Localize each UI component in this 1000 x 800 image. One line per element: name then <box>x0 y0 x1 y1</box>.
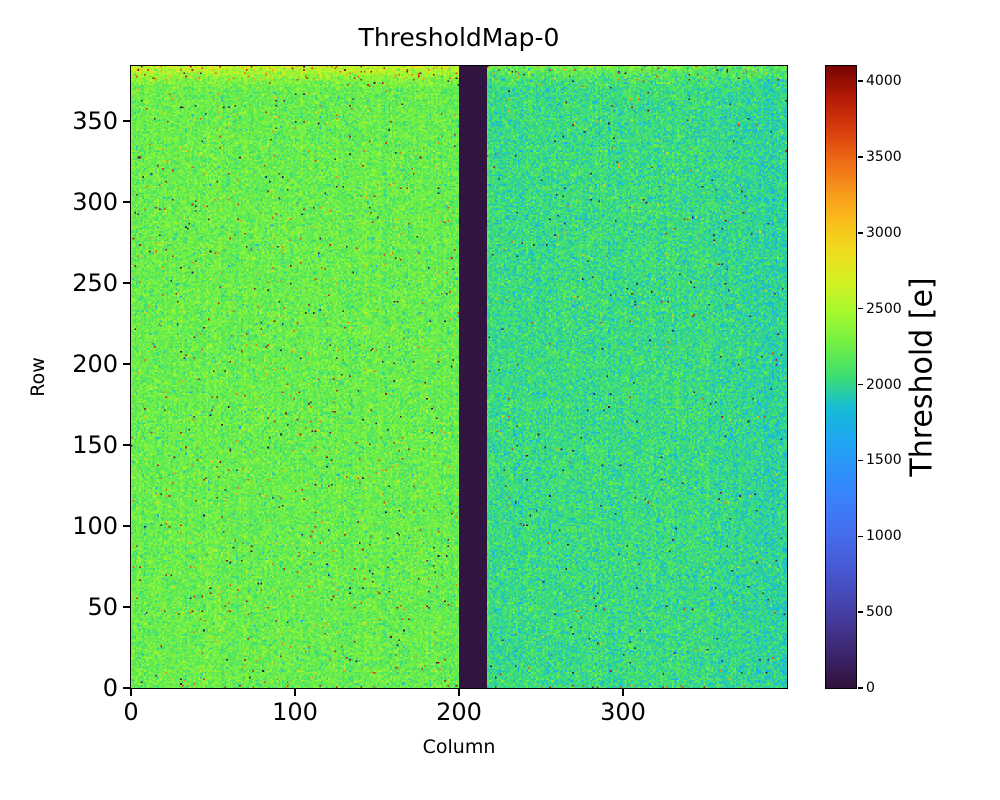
x-axis-tick-label: 300 <box>600 698 646 726</box>
colorbar-label: Threshold [e] <box>904 277 940 477</box>
colorbar-gradient-canvas <box>825 65 856 688</box>
colorbar-tick-label: 0 <box>866 680 875 696</box>
y-axis-tick <box>123 525 130 527</box>
colorbar-tick-label: 1000 <box>866 528 902 545</box>
x-axis-label: Column <box>422 736 496 758</box>
colorbar-tick-label: 2000 <box>866 376 902 393</box>
x-axis-tick <box>622 689 624 696</box>
colorbar-tick <box>858 383 863 386</box>
y-axis-tick-label: 0 <box>102 674 118 702</box>
colorbar-tick-label: 3000 <box>866 224 902 241</box>
heatmap-canvas <box>130 65 787 688</box>
y-axis-tick-label: 150 <box>72 431 118 460</box>
plot-area <box>129 64 788 689</box>
colorbar-tick-label: 500 <box>866 604 893 621</box>
y-axis-tick <box>123 606 130 608</box>
y-axis-tick-label: 50 <box>87 593 118 621</box>
x-axis-tick <box>130 689 132 696</box>
y-axis-tick-label: 350 <box>72 107 118 136</box>
colorbar-tick-label: 2500 <box>866 300 902 317</box>
colorbar-tick <box>858 307 863 310</box>
colorbar-tick <box>858 156 863 158</box>
colorbar-tick <box>858 687 863 689</box>
y-axis-tick-label: 200 <box>72 350 118 379</box>
y-axis-tick <box>123 120 130 122</box>
y-axis-tick <box>123 363 130 365</box>
x-axis-tick <box>294 689 296 696</box>
y-axis-tick <box>123 282 130 284</box>
y-axis-tick-label: 100 <box>72 512 118 541</box>
y-axis-tick-label: 300 <box>72 188 118 217</box>
colorbar-tick-label: 3500 <box>866 149 902 166</box>
x-axis-tick-label: 0 <box>123 698 139 726</box>
colorbar-tick-label: 4000 <box>866 73 902 90</box>
y-axis-tick-label: 250 <box>72 269 118 298</box>
y-axis-tick <box>123 201 130 203</box>
y-axis-tick <box>123 687 130 689</box>
x-axis-tick-label: 200 <box>436 698 482 726</box>
colorbar-tick-label: 1500 <box>866 452 902 469</box>
y-axis-tick <box>123 444 130 446</box>
y-axis-label: Row <box>27 357 49 397</box>
colorbar-tick <box>858 232 863 234</box>
colorbar-tick <box>858 611 863 613</box>
x-axis-tick <box>458 689 460 696</box>
x-axis-tick-label: 100 <box>272 698 318 726</box>
colorbar <box>824 64 857 689</box>
chart-title: ThresholdMap-0 <box>358 23 560 52</box>
colorbar-tick <box>858 459 863 462</box>
colorbar-tick <box>858 535 863 538</box>
colorbar-tick <box>858 80 863 82</box>
